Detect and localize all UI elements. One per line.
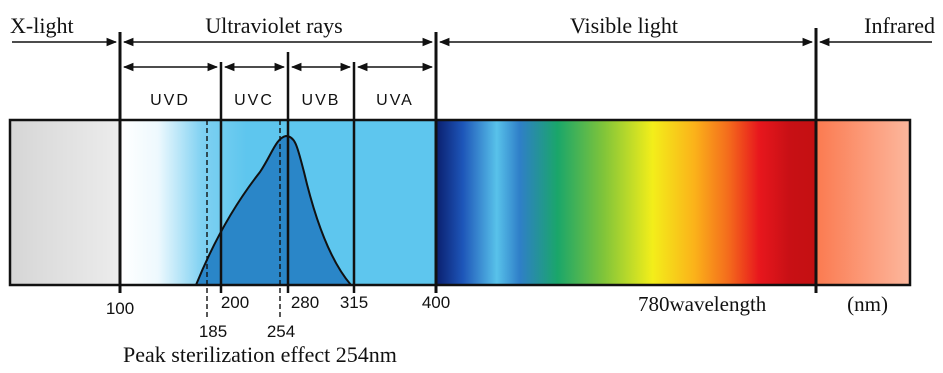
tick-200: 200 [221,293,249,312]
caption: Peak sterilization effect 254nm [123,342,397,367]
tick-780-wavelength: 780wavelength [638,292,767,316]
uva-label: UVA [376,92,414,109]
visible-band [436,120,816,285]
uvc-label: UVC [234,92,274,109]
tick-400: 400 [422,293,450,312]
infrared-label: Infrared [864,13,935,38]
tick-254: 254 [267,322,295,341]
ultraviolet-label: Ultraviolet rays [205,13,342,38]
tick-185: 185 [199,322,227,341]
tick-280: 280 [291,293,319,312]
visible-light-label: Visible light [570,13,678,38]
infrared-band [816,120,910,285]
tick-315: 315 [340,293,368,312]
x-light-label: X-light [10,13,74,38]
spectrum-bar-outline [8,118,912,287]
x-ray-band [10,120,120,285]
uvb-label: UVB [302,92,341,109]
uvd-label: UVD [150,92,190,109]
tick-100: 100 [106,299,134,318]
sterilization-curve [194,134,354,286]
unit-label: (nm) [847,292,888,316]
